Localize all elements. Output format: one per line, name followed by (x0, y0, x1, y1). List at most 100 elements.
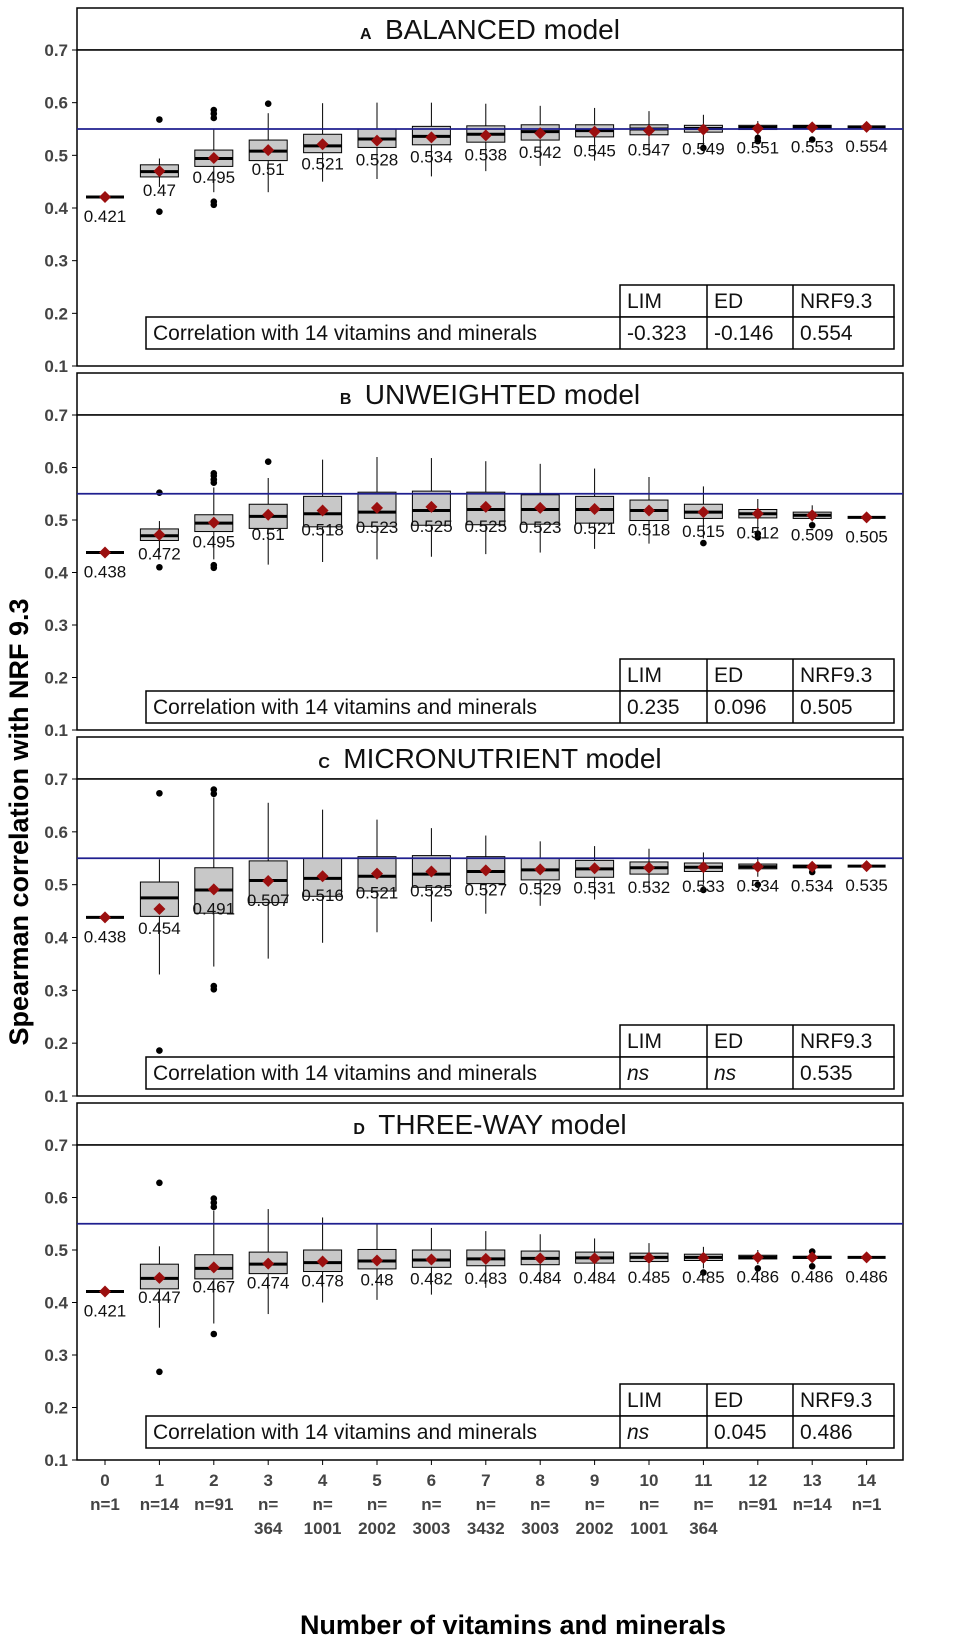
y-tick-label: 0.2 (44, 1034, 68, 1053)
x-tick-label: n= (312, 1495, 332, 1514)
mean-label: 0.486 (845, 1267, 888, 1286)
table-header-lim: LIM (627, 1389, 662, 1412)
mean-marker (643, 504, 655, 517)
panel-letter: C (318, 755, 330, 772)
x-tick-label: 1001 (630, 1519, 668, 1538)
correlation-table: Correlation with 14 vitamins and mineral… (145, 658, 895, 724)
y-tick-label: 0.6 (44, 459, 68, 478)
y-tick-label: 0.1 (44, 1087, 68, 1106)
panel-title-box (76, 736, 904, 780)
table-row-label: Correlation with 14 vitamins and mineral… (153, 696, 537, 719)
mean-marker (751, 122, 764, 135)
mean-marker (425, 1253, 438, 1266)
mean-label: 0.532 (628, 878, 671, 897)
mean-label: 0.467 (193, 1277, 236, 1296)
outlier-point (210, 469, 218, 477)
correlation-table: Correlation with 14 vitamins and mineral… (145, 284, 895, 350)
mean-label: 0.485 (628, 1268, 671, 1287)
y-tick-label: 0.1 (44, 721, 68, 740)
mean-label: 0.51 (252, 160, 285, 179)
outlier-point (156, 1179, 163, 1187)
table-header-ed: ED (714, 1030, 743, 1053)
table-row-label: Correlation with 14 vitamins and mineral… (153, 1062, 537, 1085)
table-value-row (145, 1056, 895, 1090)
y-tick-label: 0.2 (44, 1399, 68, 1418)
outlier-point (754, 530, 762, 537)
y-tick-label: 0.2 (44, 669, 68, 688)
panel-letter: A (360, 26, 372, 43)
mean-label: 0.51 (252, 525, 285, 544)
mean-marker (153, 528, 166, 541)
mean-marker (751, 507, 764, 520)
outlier-point (700, 144, 707, 152)
table-header-lim: LIM (627, 1030, 662, 1053)
table-header-nrf93: NRF9.3 (800, 664, 872, 687)
mean-marker (425, 131, 438, 144)
mean-marker (262, 508, 275, 521)
outlier-point (156, 563, 163, 571)
table-value: 0.045 (714, 1421, 767, 1444)
mean-marker (371, 501, 383, 514)
mean-marker (534, 501, 547, 514)
y-tick-label: 0.4 (44, 564, 68, 583)
mean-label: 0.495 (193, 168, 236, 187)
mean-marker (262, 1257, 275, 1270)
box-5 (357, 457, 397, 560)
table-header-row (619, 1024, 895, 1058)
mean-marker (99, 911, 111, 924)
panel-title-text: BALANCED model (385, 14, 620, 45)
mean-label: 0.447 (138, 1288, 181, 1307)
table-header-ed: ED (714, 664, 743, 687)
mean-marker (153, 1271, 166, 1284)
x-tick-label: 3 (263, 1471, 272, 1490)
y-tick-label: 0.1 (44, 1451, 68, 1470)
outlier-point (700, 539, 707, 547)
x-tick-label: 9 (590, 1471, 599, 1490)
mean-label: 0.438 (84, 563, 127, 582)
panel-title: D THREE-WAY model (353, 1109, 626, 1140)
table-value: ns (714, 1062, 737, 1085)
panel-C: C MICRONUTRIENT model 0.1 0.2 0.3 0.4 0.5 0.6 0… (44, 736, 904, 1106)
x-tick-label: n=14 (140, 1495, 180, 1514)
mean-marker (479, 1252, 492, 1265)
x-tick-label: n= (639, 1495, 659, 1514)
panel-A: A BALANCED model 0.1 0.2 0.3 0.4 0.5 0.6 0.7 0.4… (44, 7, 904, 376)
table-header-row (619, 658, 895, 692)
x-tick-label: 4 (318, 1471, 328, 1490)
mean-marker (207, 1261, 220, 1274)
x-tick-label: 13 (803, 1471, 822, 1490)
mean-marker (697, 123, 710, 136)
panels: A BALANCED model 0.1 0.2 0.3 0.4 0.5 0.6 0.7 0.4… (44, 7, 904, 1470)
outlier-point (700, 1269, 707, 1276)
mean-label: 0.505 (845, 527, 888, 546)
table-header-ed: ED (714, 290, 743, 313)
mean-label: 0.486 (791, 1267, 834, 1286)
x-tick-label: 364 (254, 1519, 283, 1538)
box-2 (194, 1195, 234, 1338)
mean-label: 0.518 (301, 521, 344, 540)
table-value-row (145, 690, 895, 724)
table-header-nrf93: NRF9.3 (800, 290, 872, 313)
panel-letter-gap (372, 26, 385, 43)
y-tick-label: 0.7 (44, 770, 68, 789)
table-value: 0.535 (800, 1062, 853, 1085)
x-tick-label: 5 (372, 1471, 381, 1490)
x-tick-label: n= (258, 1495, 278, 1514)
x-tick-label: n= (693, 1495, 713, 1514)
y-tick-label: 0.2 (44, 304, 68, 323)
mean-marker (316, 870, 329, 883)
outlier-point (210, 198, 218, 205)
mean-marker (262, 144, 275, 157)
mean-marker (479, 864, 492, 877)
mean-marker (99, 190, 111, 203)
outlier-point (156, 489, 163, 497)
box-1 (139, 1179, 179, 1376)
x-tick-label: n= (584, 1495, 604, 1514)
y-tick-label: 0.3 (44, 252, 68, 271)
mean-label: 0.523 (356, 518, 399, 537)
mean-label: 0.491 (193, 899, 236, 918)
x-tick-label: 14 (857, 1471, 876, 1490)
mean-marker (860, 860, 873, 873)
mean-label: 0.531 (573, 878, 616, 897)
